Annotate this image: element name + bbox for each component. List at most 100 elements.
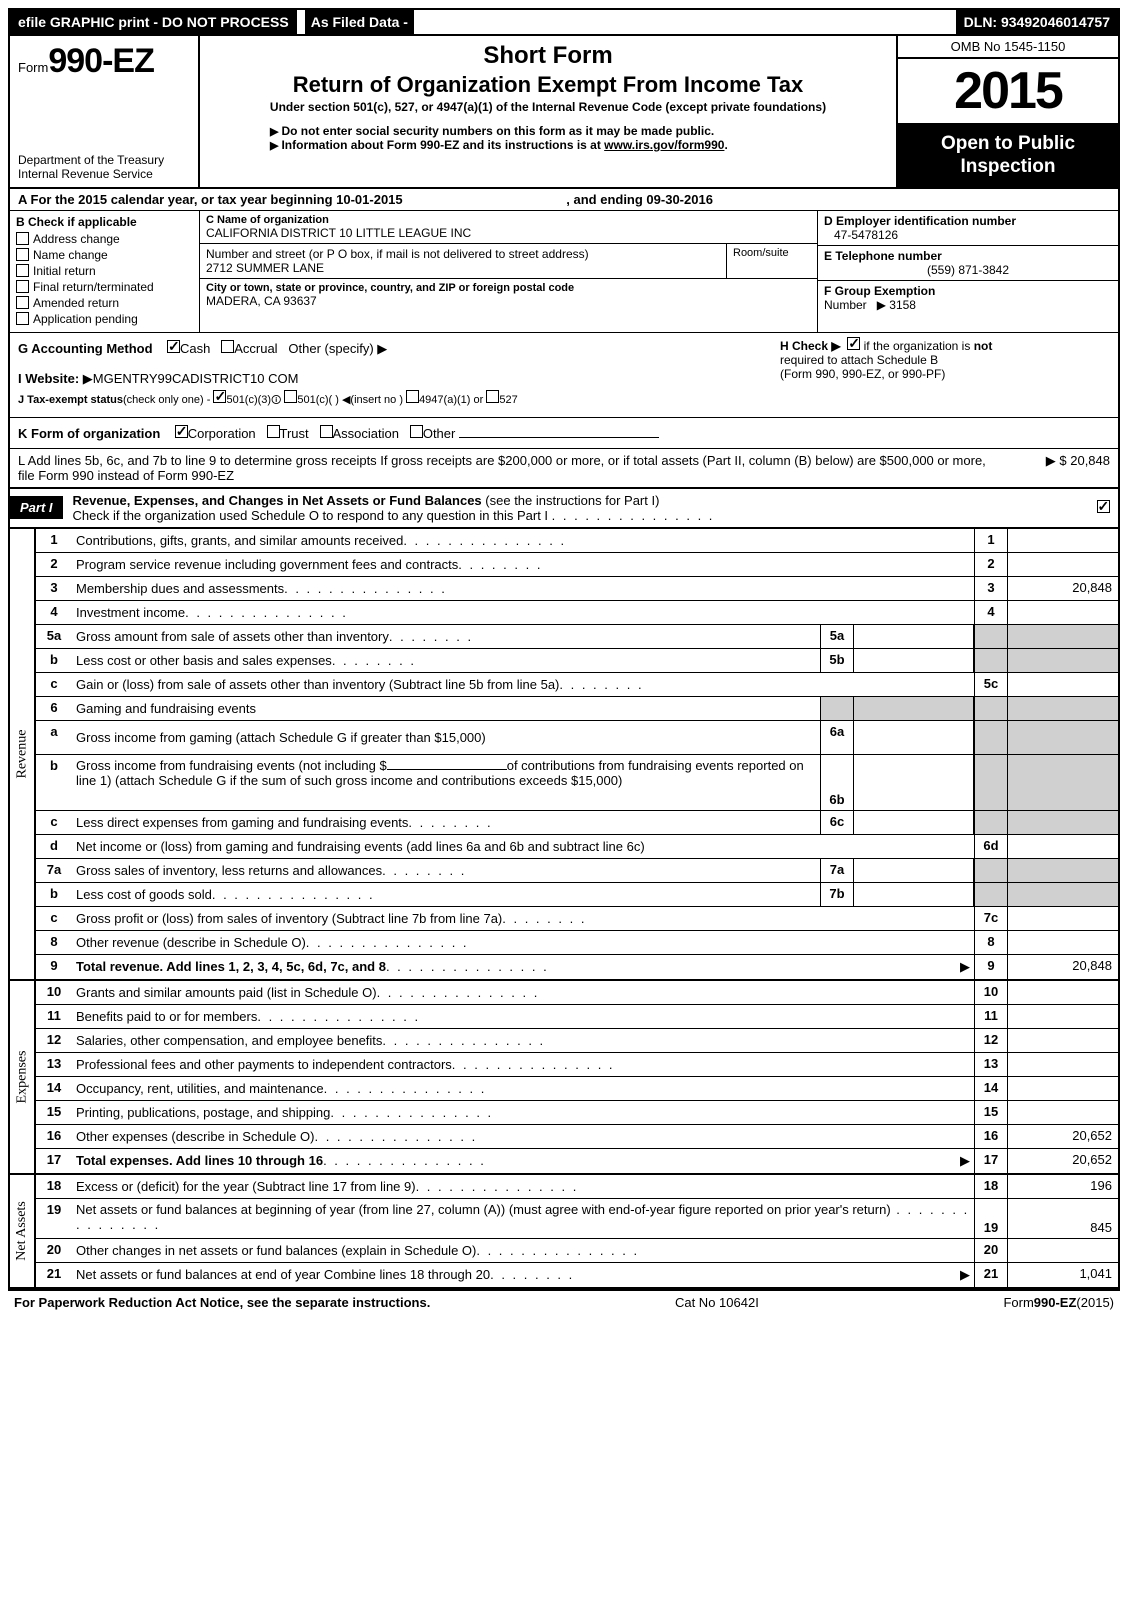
topbar-asfiled: As Filed Data -: [297, 10, 414, 34]
form-org-label: K Form of organization: [18, 426, 160, 441]
row-h: H Check ▶ if the organization is not req…: [780, 337, 1110, 413]
irs-link[interactable]: www.irs.gov/form990: [604, 138, 724, 152]
col-def: D Employer identification number 47-5478…: [818, 211, 1118, 332]
chk-final-return[interactable]: Final return/terminated: [16, 280, 193, 294]
checkbox-icon: [16, 280, 29, 293]
group-exempt-value: 3158: [889, 298, 916, 312]
checkbox-icon: [16, 232, 29, 245]
col-e: E Telephone number (559) 871-3842: [818, 246, 1118, 281]
line-6: 6Gaming and fundraising events: [36, 697, 1118, 721]
chk-accrual[interactable]: [221, 340, 234, 353]
header-form-col: Form990-EZ Department of the Treasury In…: [10, 36, 200, 187]
chk-association[interactable]: [320, 425, 333, 438]
chk-schedule-o[interactable]: [1097, 500, 1110, 513]
line-7c: cGross profit or (loss) from sales of in…: [36, 907, 1118, 931]
accounting-label: G Accounting Method: [18, 341, 153, 356]
chk-schedule-b[interactable]: [847, 337, 860, 350]
netassets-section: Net Assets 18Excess or (deficit) for the…: [10, 1173, 1118, 1287]
chk-name-change[interactable]: Name change: [16, 248, 193, 262]
chk-4947[interactable]: [406, 390, 419, 403]
part-i-badge: Part I: [10, 496, 63, 519]
line-19: 19Net assets or fund balances at beginni…: [36, 1199, 1118, 1239]
chk-initial-return[interactable]: Initial return: [16, 264, 193, 278]
footer-left: For Paperwork Reduction Act Notice, see …: [14, 1295, 430, 1310]
line-13: 13Professional fees and other payments t…: [36, 1053, 1118, 1077]
tel-value: (559) 871-3842: [824, 263, 1112, 277]
arrow-icon: [270, 138, 281, 152]
row-a: A For the 2015 calendar year, or tax yea…: [10, 189, 1118, 211]
line-6b: bGross income from fundraising events (n…: [36, 755, 1118, 811]
col-c-city: City or town, state or province, country…: [200, 279, 817, 332]
revenue-label: Revenue: [10, 529, 36, 979]
chk-527[interactable]: [486, 390, 499, 403]
arrow-icon: [270, 124, 281, 138]
chk-application-pending[interactable]: Application pending: [16, 312, 193, 326]
row-l-value: $ 20,848: [1059, 453, 1110, 468]
line-5a: 5aGross amount from sale of assets other…: [36, 625, 1118, 649]
col-c: C Name of organization CALIFORNIA DISTRI…: [200, 211, 818, 332]
header-notes: Do not enter social security numbers on …: [210, 124, 886, 152]
group-exempt-label: F Group Exemption: [824, 284, 935, 298]
row-a-label: A For the 2015 calendar year, or tax yea…: [18, 192, 403, 207]
website-value: MGENTRY99CADISTRICT10 COM: [93, 371, 299, 386]
help-icon[interactable]: 🛈: [271, 395, 281, 406]
room-suite-label: Room/suite: [733, 247, 811, 259]
city-value: MADERA, CA 93637: [206, 294, 811, 308]
chk-other-org[interactable]: [410, 425, 423, 438]
line-7b: bLess cost of goods sold7b: [36, 883, 1118, 907]
chk-corporation[interactable]: [175, 425, 188, 438]
chk-501c[interactable]: [284, 390, 297, 403]
addr-label: Number and street (or P O box, if mail i…: [206, 247, 720, 261]
row-l: L Add lines 5b, 6c, and 7b to line 9 to …: [10, 449, 1118, 487]
chk-amended-return[interactable]: Amended return: [16, 296, 193, 310]
line-18: 18Excess or (deficit) for the year (Subt…: [36, 1175, 1118, 1199]
ein-label: D Employer identification number: [824, 214, 1112, 228]
expenses-section: Expenses 10Grants and similar amounts pa…: [10, 979, 1118, 1173]
col-b: B Check if applicable Address change Nam…: [10, 211, 200, 332]
part-i-check-line: Check if the organization used Schedule …: [73, 508, 549, 523]
topbar: efile GRAPHIC print - DO NOT PROCESS As …: [10, 10, 1118, 36]
checkbox-icon: [16, 296, 29, 309]
line-8: 8Other revenue (describe in Schedule O)8: [36, 931, 1118, 955]
col-c-name: C Name of organization CALIFORNIA DISTRI…: [200, 211, 817, 244]
row-h-label: H Check ▶: [780, 339, 841, 353]
dept-treasury: Department of the Treasury: [18, 153, 190, 167]
col-b-header: B Check if applicable: [16, 215, 193, 229]
line-5c: cGain or (loss) from sale of assets othe…: [36, 673, 1118, 697]
footer: For Paperwork Reduction Act Notice, see …: [8, 1289, 1120, 1314]
line-16: 16Other expenses (describe in Schedule O…: [36, 1125, 1118, 1149]
footer-right: Form990-EZ(2015): [1003, 1295, 1114, 1310]
header-right-col: OMB No 1545-1150 2015 Open to Public Ins…: [898, 36, 1118, 187]
line-14: 14Occupancy, rent, utilities, and mainte…: [36, 1077, 1118, 1101]
line-17: 17Total expenses. Add lines 10 through 1…: [36, 1149, 1118, 1173]
line-12: 12Salaries, other compensation, and empl…: [36, 1029, 1118, 1053]
return-title: Return of Organization Exempt From Incom…: [210, 72, 886, 98]
row-g-h: G Accounting Method Cash Accrual Other (…: [10, 333, 1118, 418]
form-prefix: Form: [18, 60, 48, 75]
ein-value: 47-5478126: [824, 228, 1112, 242]
note-info-post: .: [724, 138, 727, 152]
line-9: 9Total revenue. Add lines 1, 2, 3, 4, 5c…: [36, 955, 1118, 979]
line-21: 21Net assets or fund balances at end of …: [36, 1263, 1118, 1287]
chk-501c3[interactable]: [213, 390, 226, 403]
chk-cash[interactable]: [167, 340, 180, 353]
line-10: 10Grants and similar amounts paid (list …: [36, 981, 1118, 1005]
line-11: 11Benefits paid to or for members11: [36, 1005, 1118, 1029]
line-1: 1Contributions, gifts, grants, and simil…: [36, 529, 1118, 553]
col-d: D Employer identification number 47-5478…: [818, 211, 1118, 246]
part-i-sub: (see the instructions for Part I): [485, 493, 659, 508]
expenses-label: Expenses: [10, 981, 36, 1173]
topbar-dln: DLN: 93492046014757: [956, 10, 1118, 34]
col-f: F Group Exemption Number ▶ 3158: [818, 281, 1118, 332]
name-label: C Name of organization: [206, 214, 811, 226]
website-label: I Website:: [18, 371, 83, 386]
chk-address-change[interactable]: Address change: [16, 232, 193, 246]
dept-block: Department of the Treasury Internal Reve…: [18, 153, 190, 181]
line-2: 2Program service revenue including gover…: [36, 553, 1118, 577]
line-6a: aGross income from gaming (attach Schedu…: [36, 721, 1118, 755]
row-a-ending: , and ending 09-30-2016: [566, 192, 713, 207]
chk-trust[interactable]: [267, 425, 280, 438]
checkbox-icon: [16, 264, 29, 277]
header-title-col: Short Form Return of Organization Exempt…: [200, 36, 898, 187]
line-15: 15Printing, publications, postage, and s…: [36, 1101, 1118, 1125]
